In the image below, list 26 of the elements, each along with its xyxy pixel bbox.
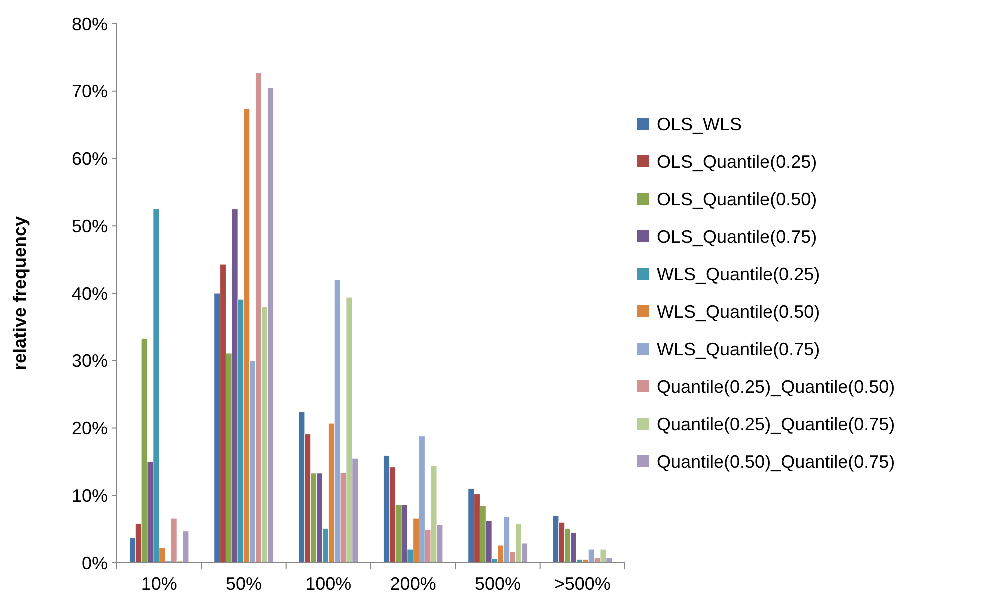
x-tick-label: 10% [141, 574, 178, 594]
y-tick-label: 10% [72, 486, 108, 506]
legend-label: WLS_Quantile(0.25) [657, 264, 820, 284]
legend-label: WLS_Quantile(0.50) [657, 302, 820, 322]
legend-label: Quantile(0.25)_Quantile(0.50) [657, 376, 896, 397]
y-tick-label: 80% [72, 14, 108, 34]
y-tick-label: 0% [82, 553, 108, 574]
x-tick-label: 200% [390, 574, 436, 594]
y-tick-label: 40% [72, 284, 108, 304]
x-tick-label: 500% [474, 574, 522, 594]
x-tick-label: >500% [554, 574, 611, 594]
y-tick-label: 30% [72, 351, 108, 372]
legend-label: WLS_Quantile(0.75) [657, 339, 820, 360]
y-tick-label: 20% [72, 418, 108, 439]
x-tick-label: 50% [226, 574, 262, 594]
y-tick-label: 50% [72, 216, 108, 236]
legend-label: OLS_Quantile(0.50) [657, 189, 818, 210]
x-tick-label: 100% [306, 574, 352, 594]
legend-label: OLS_WLS [657, 114, 742, 134]
y-tick-label: 70% [72, 82, 108, 102]
legend-label: OLS_Quantile(0.25) [657, 152, 818, 172]
legend-label: Quantile(0.25)_Quantile(0.75) [657, 414, 896, 434]
legend-label: OLS_Quantile(0.75) [657, 226, 818, 247]
y-tick-label: 60% [72, 149, 108, 170]
y-axis-title: relative frequency [10, 216, 30, 371]
legend-label: Quantile(0.50)_Quantile(0.75) [657, 452, 896, 472]
